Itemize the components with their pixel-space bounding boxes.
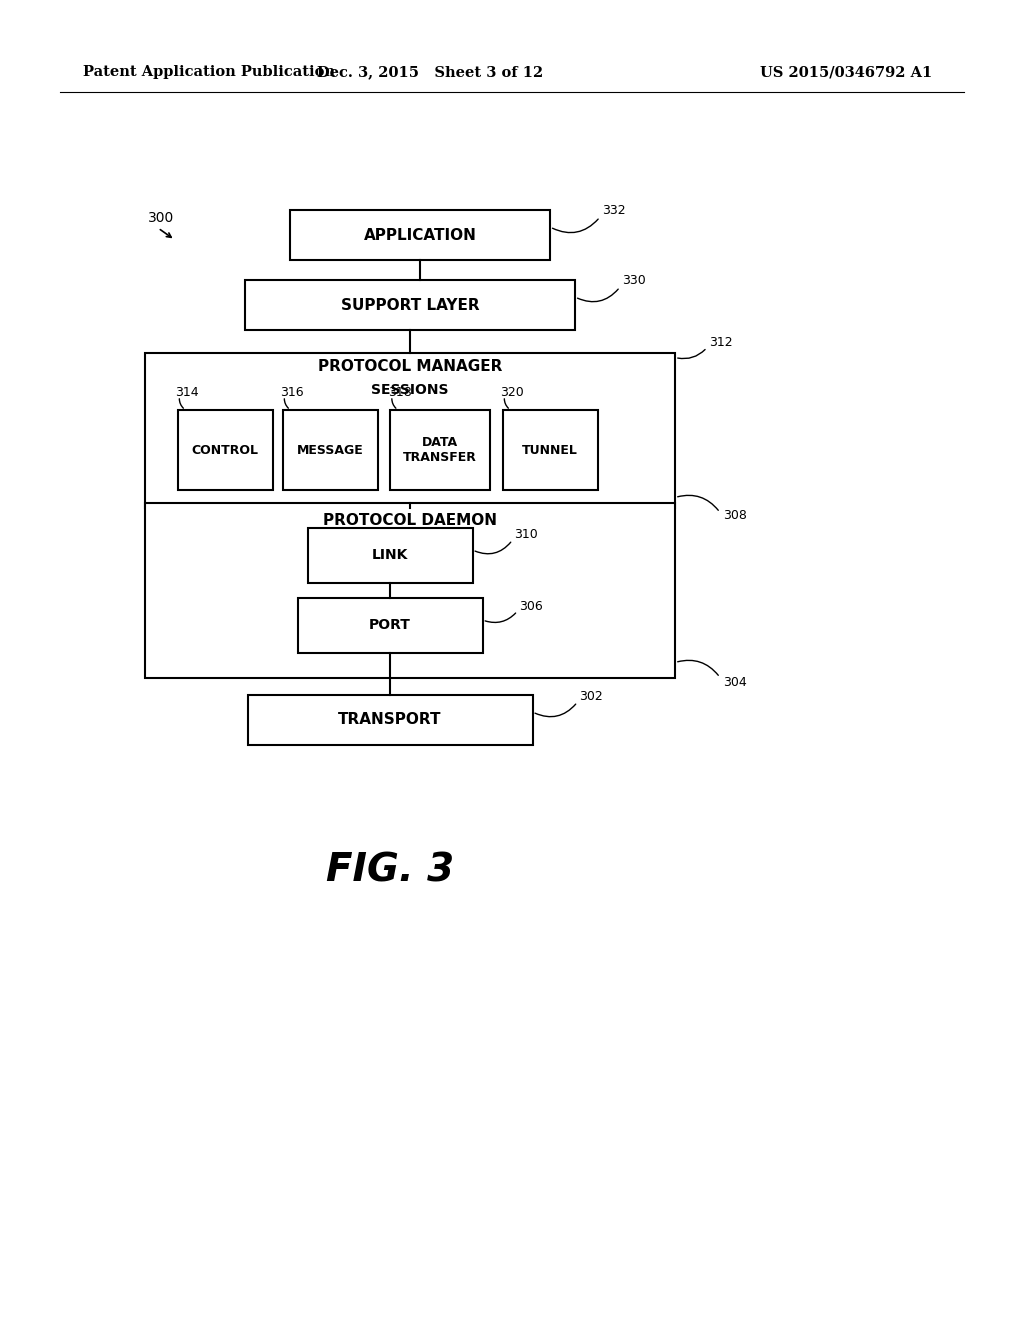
Bar (283, 411, 378, 490)
Text: 308: 308 (723, 510, 746, 521)
Bar (307, 528, 472, 582)
Text: Patent Application Publication: Patent Application Publication (83, 65, 335, 79)
Text: 320: 320 (501, 385, 524, 399)
Bar (290, 210, 550, 260)
Text: CONTROL: CONTROL (191, 444, 258, 457)
Text: 306: 306 (519, 601, 544, 614)
Bar (503, 411, 597, 490)
Text: PROTOCOL DAEMON: PROTOCOL DAEMON (323, 513, 497, 528)
Text: 302: 302 (580, 689, 603, 702)
Bar (390, 411, 490, 490)
Bar (298, 598, 482, 652)
Text: 300: 300 (148, 211, 174, 224)
Text: MESSAGE: MESSAGE (297, 444, 364, 457)
Text: 310: 310 (514, 528, 539, 541)
Text: SESSIONS: SESSIONS (372, 384, 449, 397)
Text: US 2015/0346792 A1: US 2015/0346792 A1 (760, 65, 932, 79)
Bar (145, 352, 675, 507)
Text: APPLICATION: APPLICATION (364, 227, 476, 243)
Text: DATA
TRANSFER: DATA TRANSFER (403, 436, 477, 465)
Bar (248, 696, 532, 744)
Text: 316: 316 (281, 385, 304, 399)
Text: 332: 332 (602, 205, 626, 218)
Bar (145, 503, 675, 677)
Text: TRANSPORT: TRANSPORT (338, 713, 441, 727)
Text: PROTOCOL MANAGER: PROTOCOL MANAGER (317, 359, 502, 374)
Bar (245, 280, 575, 330)
Text: Dec. 3, 2015   Sheet 3 of 12: Dec. 3, 2015 Sheet 3 of 12 (316, 65, 543, 79)
Text: PORT: PORT (369, 618, 411, 632)
Text: 312: 312 (709, 337, 732, 348)
Text: 330: 330 (622, 275, 646, 288)
Text: FIG. 3: FIG. 3 (326, 851, 454, 888)
Text: 304: 304 (723, 676, 746, 689)
Text: SUPPORT LAYER: SUPPORT LAYER (341, 297, 479, 313)
Text: LINK: LINK (372, 548, 409, 562)
Text: 314: 314 (175, 385, 199, 399)
Bar (177, 411, 272, 490)
Text: 318: 318 (388, 385, 412, 399)
Text: TUNNEL: TUNNEL (522, 444, 578, 457)
